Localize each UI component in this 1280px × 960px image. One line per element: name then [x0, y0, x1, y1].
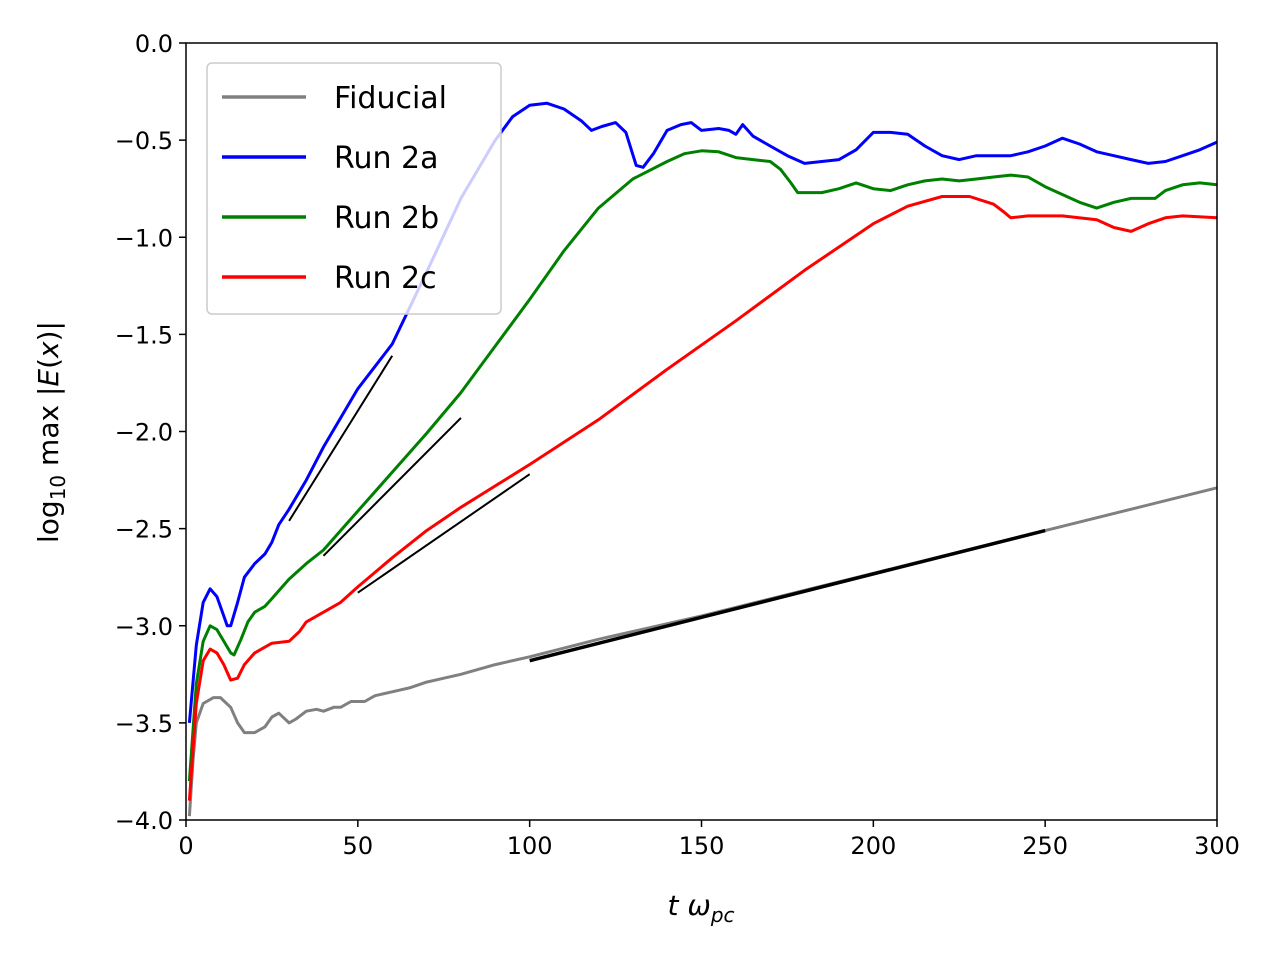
- x-tick-label: 100: [507, 832, 553, 860]
- legend-label-run-2a: Run 2a: [334, 141, 439, 176]
- series-line-run-2a: [187, 101, 1218, 724]
- y-tick-label: −0.5: [115, 127, 173, 155]
- legend-label-run-2b: Run 2b: [334, 201, 439, 236]
- series-layer: [187, 101, 1218, 817]
- series-line-fiducial: [187, 486, 1218, 817]
- series-line-run-2b: [187, 149, 1218, 782]
- x-tick-label: 0: [178, 832, 193, 860]
- fit-line: [357, 473, 531, 594]
- x-axis-label: t ωpc: [667, 889, 734, 927]
- y-axis-label: log10 max |E(x)|: [32, 321, 70, 543]
- x-tick-label: 200: [850, 832, 896, 860]
- y-tick-label: −2.0: [115, 419, 173, 447]
- fit-line: [529, 528, 1046, 663]
- legend: Fiducial Run 2a Run 2b Run 2c: [206, 62, 502, 315]
- y-tick-label: −4.0: [115, 807, 173, 835]
- fit-line: [322, 417, 462, 557]
- y-tick-label: −3.5: [115, 710, 173, 738]
- series-line-run-2c: [187, 195, 1218, 801]
- fit-line: [288, 355, 394, 522]
- y-tick-label: −3.0: [115, 613, 173, 641]
- y-tick-label: 0.0: [135, 30, 173, 58]
- y-tick-label: −2.5: [115, 516, 173, 544]
- fit-lines-layer: [288, 355, 1046, 663]
- y-tick-label: −1.5: [115, 321, 173, 349]
- x-tick-label: 150: [679, 832, 725, 860]
- y-axis: 0.0 −0.5 −1.0 −1.5 −2.0 −2.5 −3.0 −3.5 −4.0: [115, 30, 186, 835]
- x-tick-label: 300: [1194, 832, 1240, 860]
- x-axis: 0 50 100 150 200 250 300: [178, 820, 1240, 860]
- legend-label-run-2c: Run 2c: [334, 261, 437, 296]
- legend-box: [206, 62, 502, 315]
- x-tick-label: 50: [343, 832, 374, 860]
- legend-label-fiducial: Fiducial: [334, 81, 447, 116]
- y-tick-label: −1.0: [115, 224, 173, 252]
- x-tick-label: 250: [1022, 832, 1068, 860]
